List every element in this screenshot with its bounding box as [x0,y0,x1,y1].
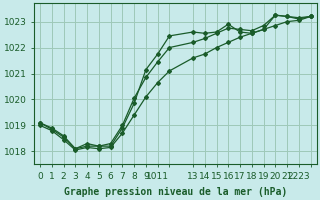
X-axis label: Graphe pression niveau de la mer (hPa): Graphe pression niveau de la mer (hPa) [64,186,287,197]
